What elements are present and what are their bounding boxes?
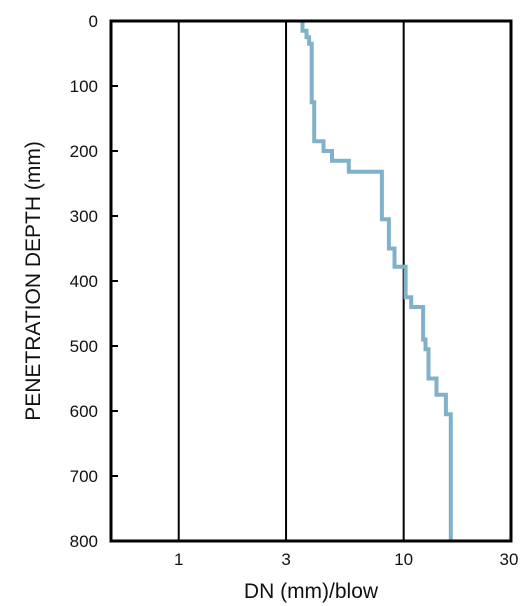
x-tick-label: 1 [174, 550, 183, 569]
y-tick-label: 0 [89, 12, 98, 31]
x-tick-label: 30 [500, 550, 519, 569]
x-tick-labels: 1 3 10 30 [174, 550, 518, 569]
y-tick-label: 100 [70, 77, 98, 96]
y-tick-label: 800 [70, 532, 98, 551]
series-line-0 [300, 21, 453, 541]
y-tick-label: 400 [70, 272, 98, 291]
x-tick-label: 10 [394, 550, 413, 569]
x-tick-label: 3 [281, 550, 290, 569]
y-axis-title: PENETRATION DEPTH (mm) [22, 141, 45, 421]
y-tick-label: 200 [70, 142, 98, 161]
series-layer [300, 21, 453, 541]
grid-lines [177, 21, 405, 541]
y-tick-labels: 0 100 200 300 400 500 600 700 800 [70, 12, 118, 551]
y-tick-label: 700 [70, 467, 98, 486]
y-tick-label: 600 [70, 402, 98, 421]
y-tick-label: 300 [70, 207, 98, 226]
x-axis-title: DN (mm)/blow [244, 580, 379, 603]
y-tick-label: 500 [70, 337, 98, 356]
